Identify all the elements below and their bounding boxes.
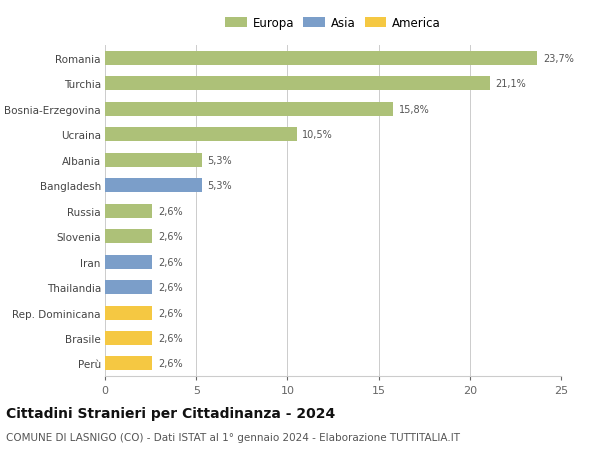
Bar xyxy=(105,51,537,66)
Legend: Europa, Asia, America: Europa, Asia, America xyxy=(221,12,445,34)
Text: 23,7%: 23,7% xyxy=(543,54,574,64)
Bar xyxy=(105,357,152,371)
Bar xyxy=(105,255,152,269)
Text: 2,6%: 2,6% xyxy=(158,308,182,318)
Text: COMUNE DI LASNIGO (CO) - Dati ISTAT al 1° gennaio 2024 - Elaborazione TUTTITALIA: COMUNE DI LASNIGO (CO) - Dati ISTAT al 1… xyxy=(6,432,460,442)
Bar xyxy=(105,306,152,320)
Bar xyxy=(105,128,296,142)
Bar xyxy=(105,102,393,117)
Text: 2,6%: 2,6% xyxy=(158,206,182,216)
Text: 2,6%: 2,6% xyxy=(158,232,182,241)
Bar xyxy=(105,331,152,345)
Bar xyxy=(105,204,152,218)
Text: 2,6%: 2,6% xyxy=(158,282,182,292)
Text: 2,6%: 2,6% xyxy=(158,333,182,343)
Text: 10,5%: 10,5% xyxy=(302,130,333,140)
Text: 2,6%: 2,6% xyxy=(158,257,182,267)
Text: 5,3%: 5,3% xyxy=(207,155,232,165)
Bar xyxy=(105,230,152,244)
Bar xyxy=(105,77,490,91)
Bar xyxy=(105,179,202,193)
Text: Cittadini Stranieri per Cittadinanza - 2024: Cittadini Stranieri per Cittadinanza - 2… xyxy=(6,406,335,420)
Text: 21,1%: 21,1% xyxy=(496,79,526,89)
Bar xyxy=(105,153,202,167)
Text: 15,8%: 15,8% xyxy=(398,105,430,114)
Bar xyxy=(105,280,152,294)
Text: 2,6%: 2,6% xyxy=(158,358,182,369)
Text: 5,3%: 5,3% xyxy=(207,181,232,190)
